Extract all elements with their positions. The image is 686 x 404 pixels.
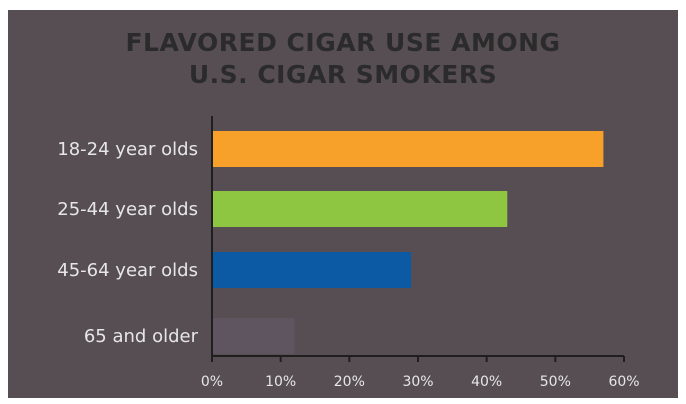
category-labels-group: 18-24 year olds 25-44 year olds 45-64 year… (57, 139, 198, 347)
category-label-2: 25-44 year olds (57, 199, 198, 220)
x-tick-label-5: 50% (540, 374, 571, 390)
bar-1 (212, 131, 604, 167)
chart-title-line-1: FLAVORED CIGAR USE AMONG (125, 28, 561, 57)
x-tick-label-1: 10% (265, 374, 296, 390)
x-tick-label-2: 20% (334, 374, 365, 390)
x-tick-label-0: 0% (201, 374, 223, 390)
x-tick-label-4: 40% (471, 374, 502, 390)
category-label-3: 45-64 year olds (57, 260, 198, 281)
chart-title-line-2: U.S. CIGAR SMOKERS (188, 60, 498, 89)
category-label-1: 18-24 year olds (57, 139, 198, 160)
bars-group (212, 131, 604, 354)
bar-3 (212, 252, 412, 288)
x-tick-label-6: 60% (608, 374, 639, 390)
x-tick-label-3: 30% (402, 374, 433, 390)
category-label-4: 65 and older (84, 326, 199, 347)
x-ticks-group: 0% 10% 20% 30% 40% 50% 60% (201, 356, 640, 390)
bar-4 (212, 318, 295, 354)
bar-2 (212, 191, 508, 227)
